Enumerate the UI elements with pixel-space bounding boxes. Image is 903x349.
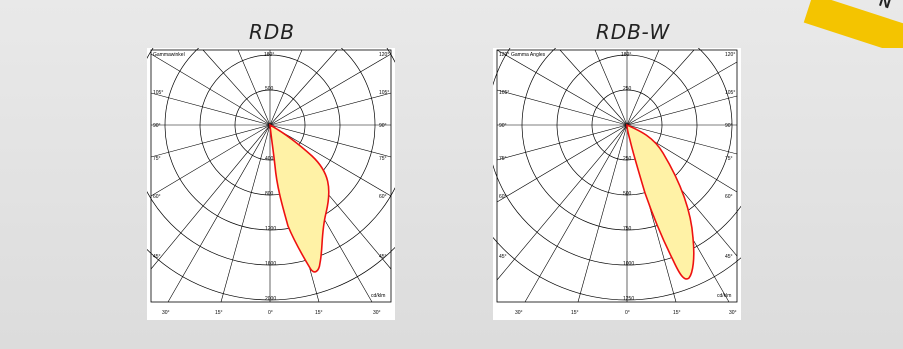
svg-text:2000: 2000 bbox=[265, 296, 276, 302]
svg-text:30°: 30° bbox=[373, 310, 381, 316]
svg-text:105°: 105° bbox=[379, 90, 389, 96]
top-right-angle-label: 120° bbox=[379, 52, 389, 58]
top-angle-label: 180° bbox=[264, 52, 274, 58]
corner-label: 120° bbox=[499, 52, 509, 58]
svg-text:1000: 1000 bbox=[623, 261, 634, 267]
top-right-angle-label: 120° bbox=[725, 52, 735, 58]
plot-frame bbox=[496, 49, 738, 303]
distribution-curve bbox=[269, 123, 330, 273]
svg-text:75°: 75° bbox=[153, 156, 161, 162]
svg-text:45°: 45° bbox=[379, 254, 387, 260]
svg-text:75°: 75° bbox=[725, 156, 733, 162]
svg-text:500: 500 bbox=[623, 191, 632, 197]
svg-text:90°: 90° bbox=[725, 123, 733, 129]
corner-ribbon: N bbox=[783, 0, 903, 48]
svg-text:15°: 15° bbox=[215, 310, 223, 316]
svg-text:250: 250 bbox=[623, 156, 632, 162]
corner-label-2: Gamma Angles bbox=[511, 52, 546, 58]
polar-diagram: 120° Gamma Angles 180° 120° cd/klm 105° … bbox=[451, 0, 803, 316]
svg-text:30°: 30° bbox=[729, 310, 737, 316]
corner-label: Gammawinkel bbox=[153, 52, 185, 58]
svg-text:45°: 45° bbox=[499, 254, 507, 260]
ribbon-text: N bbox=[876, 0, 894, 13]
svg-text:1250: 1250 bbox=[623, 296, 634, 302]
svg-text:400: 400 bbox=[265, 156, 274, 162]
svg-text:60°: 60° bbox=[153, 194, 161, 200]
svg-text:750: 750 bbox=[623, 226, 632, 232]
svg-text:90°: 90° bbox=[379, 123, 387, 129]
distribution-curve bbox=[626, 123, 695, 280]
svg-text:105°: 105° bbox=[499, 90, 509, 96]
svg-text:15°: 15° bbox=[315, 310, 323, 316]
svg-text:0°: 0° bbox=[268, 310, 273, 316]
svg-text:1200: 1200 bbox=[265, 226, 276, 232]
top-angle-label: 180° bbox=[621, 52, 631, 58]
svg-text:60°: 60° bbox=[499, 194, 507, 200]
svg-text:60°: 60° bbox=[725, 194, 733, 200]
polar-diagram: Gammawinkel 180° 120° cd/klm 105° 90° 75… bbox=[94, 0, 446, 316]
plot-frame bbox=[150, 49, 392, 303]
svg-text:30°: 30° bbox=[162, 310, 170, 316]
svg-text:1600: 1600 bbox=[265, 261, 276, 267]
panel-title: RDB bbox=[248, 20, 296, 44]
axis-labels: 120° Gamma Angles 180° 120° cd/klm 105° … bbox=[499, 52, 737, 316]
svg-text:105°: 105° bbox=[725, 90, 735, 96]
svg-text:30°: 30° bbox=[515, 310, 523, 316]
svg-text:15°: 15° bbox=[571, 310, 579, 316]
svg-text:0°: 0° bbox=[625, 310, 630, 316]
svg-text:45°: 45° bbox=[725, 254, 733, 260]
svg-text:105°: 105° bbox=[153, 90, 163, 96]
svg-text:90°: 90° bbox=[153, 123, 161, 129]
grid bbox=[451, 0, 803, 303]
svg-text:60°: 60° bbox=[379, 194, 387, 200]
unit-label: cd/klm bbox=[717, 293, 731, 299]
unit-label: cd/klm bbox=[371, 293, 385, 299]
svg-text:75°: 75° bbox=[379, 156, 387, 162]
svg-text:90°: 90° bbox=[499, 123, 507, 129]
svg-text:250: 250 bbox=[623, 86, 632, 92]
svg-text:75°: 75° bbox=[499, 156, 507, 162]
polar-diagram-card: 120° Gamma Angles 180° 120° cd/klm 105° … bbox=[451, 0, 803, 320]
svg-text:15°: 15° bbox=[673, 310, 681, 316]
panel-title: RDB-W bbox=[595, 20, 671, 44]
axis-labels: Gammawinkel 180° 120° cd/klm 105° 90° 75… bbox=[153, 52, 389, 316]
svg-text:800: 800 bbox=[265, 191, 274, 197]
svg-text:45°: 45° bbox=[153, 254, 161, 260]
svg-text:500: 500 bbox=[265, 86, 274, 92]
polar-diagram-card: Gammawinkel 180° 120° cd/klm 105° 90° 75… bbox=[94, 0, 446, 320]
